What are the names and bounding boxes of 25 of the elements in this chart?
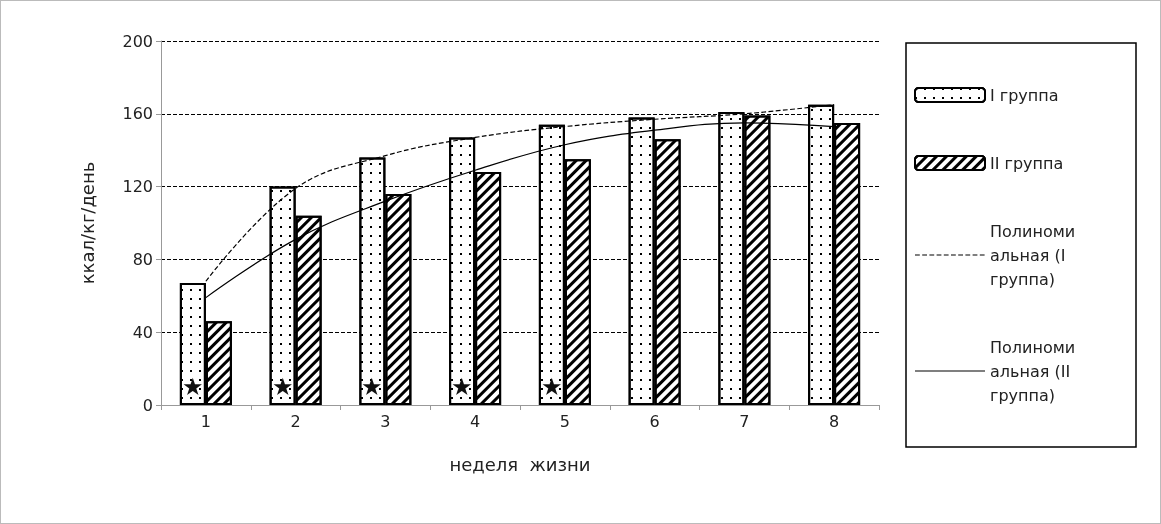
x-tick-label: 3 — [380, 411, 391, 431]
annotation: ★ — [540, 373, 563, 401]
annotation: ★ — [181, 373, 204, 401]
x-tick-label: 5 — [559, 411, 570, 431]
x-axis-title: неделя жизни — [449, 453, 591, 475]
x-tick-label: 8 — [829, 411, 840, 431]
x-tick-label: 7 — [739, 411, 750, 431]
y-tick-label: 0 — [142, 395, 153, 415]
y-tick-label: 80 — [132, 249, 153, 269]
y-tick-label: 160 — [122, 104, 153, 124]
legend-label: II группа — [990, 153, 1064, 173]
legend-label: Полиномиальная (I группа) — [990, 221, 1076, 289]
annotation: ★ — [271, 373, 294, 401]
legend-label: Полиномиальная (II группа) — [990, 337, 1076, 405]
legend-label: I группа — [990, 85, 1059, 105]
y-tick-label: 120 — [122, 177, 153, 197]
annotation: ★ — [361, 373, 384, 401]
x-tick-label: 2 — [290, 411, 301, 431]
x-tick-label: 4 — [470, 411, 481, 431]
x-tick-label: 6 — [649, 411, 660, 431]
y-tick-label: 200 — [122, 31, 153, 51]
annotation: ★ — [451, 373, 474, 401]
y-axis-title: ккал/кг/день — [76, 161, 98, 285]
y-tick-label: 40 — [132, 322, 153, 342]
x-tick-label: 1 — [200, 411, 211, 431]
